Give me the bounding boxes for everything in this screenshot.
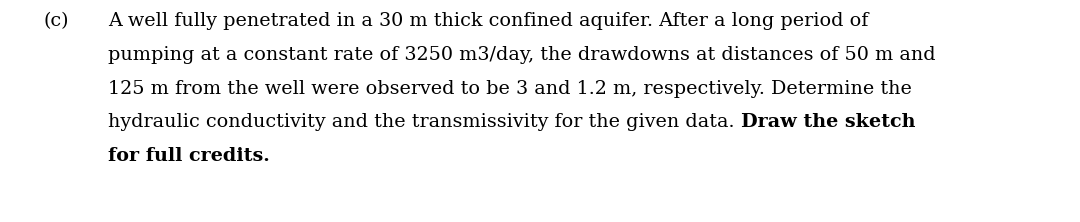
Text: (c): (c) — [43, 12, 69, 30]
Text: A well fully penetrated in a 30 m thick confined aquifer. After a long period of: A well fully penetrated in a 30 m thick … — [108, 12, 868, 30]
Text: 125 m from the well were observed to be 3 and 1.2 m, respectively. Determine the: 125 m from the well were observed to be … — [108, 80, 912, 98]
Text: for full credits.: for full credits. — [108, 147, 270, 165]
Text: hydraulic conductivity and the transmissivity for the given data.: hydraulic conductivity and the transmiss… — [108, 113, 741, 131]
Text: pumping at a constant rate of 3250 m3/day, the drawdowns at distances of 50 m an: pumping at a constant rate of 3250 m3/da… — [108, 46, 935, 64]
Text: Draw the sketch: Draw the sketch — [741, 113, 915, 131]
